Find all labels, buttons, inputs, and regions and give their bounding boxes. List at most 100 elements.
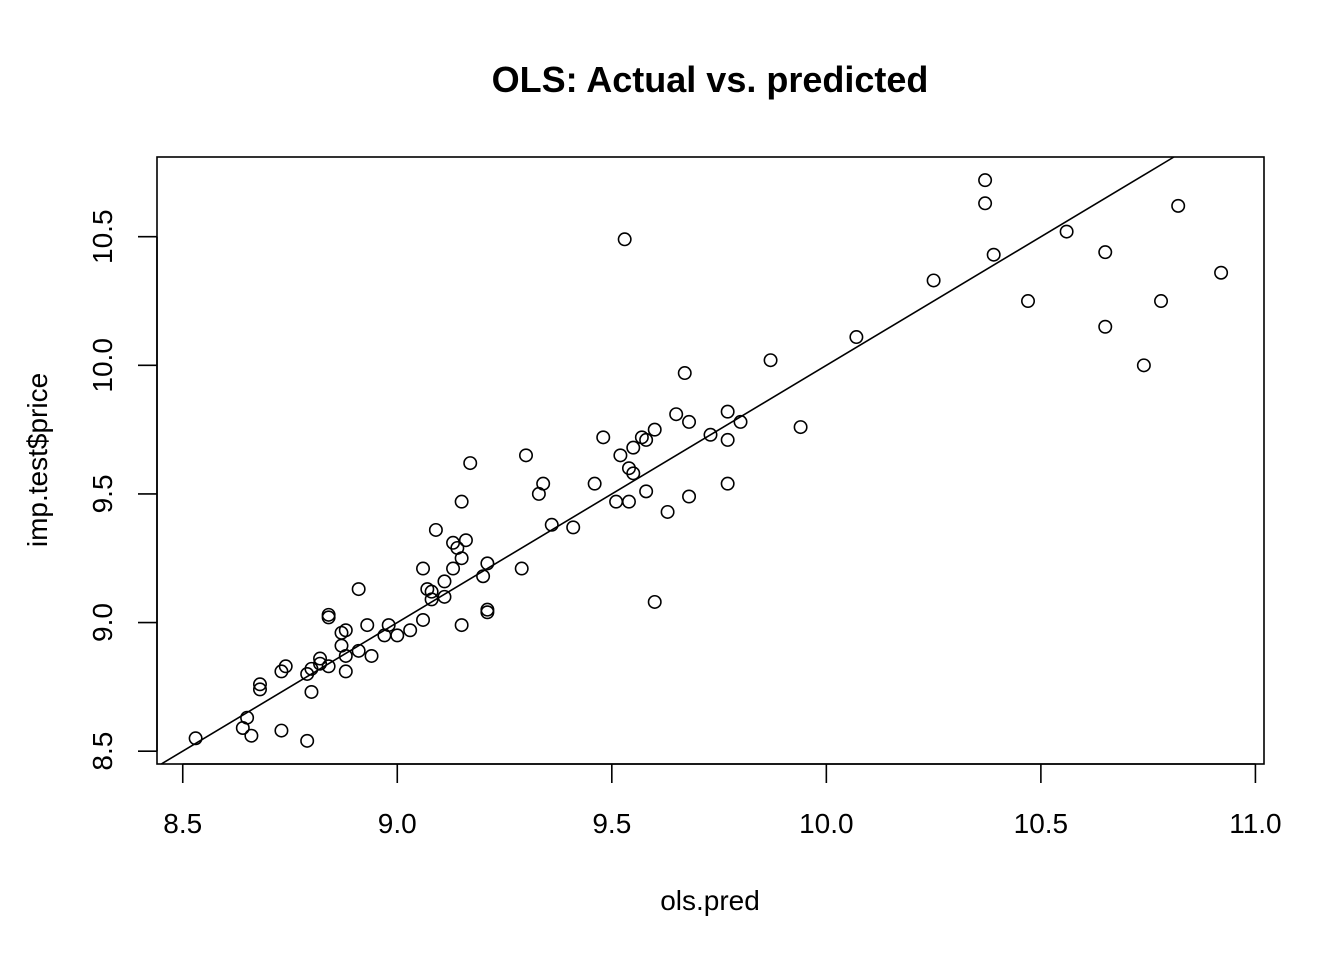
x-tick-label: 9.5 xyxy=(592,808,631,839)
data-point xyxy=(416,561,431,576)
x-tick-label: 10.5 xyxy=(1014,808,1069,839)
data-point xyxy=(596,430,611,445)
data-point xyxy=(188,731,203,746)
data-point xyxy=(1136,358,1151,373)
data-point xyxy=(703,427,718,442)
data-point xyxy=(682,414,697,429)
data-point xyxy=(566,520,581,535)
y-axis: 8.5 9.0 9.5 10.0 10.5 xyxy=(87,209,158,771)
y-tick-label: 8.5 xyxy=(87,732,118,771)
data-point xyxy=(677,366,692,381)
data-point xyxy=(437,574,452,589)
data-point xyxy=(381,618,396,633)
data-point xyxy=(274,723,289,738)
data-point xyxy=(476,569,491,584)
x-tick-label: 11.0 xyxy=(1229,808,1281,839)
data-point xyxy=(321,659,336,674)
data-point xyxy=(720,432,735,447)
data-point xyxy=(304,684,319,699)
data-point xyxy=(720,476,735,491)
data-point xyxy=(1059,224,1074,239)
data-point xyxy=(338,664,353,679)
data-point xyxy=(252,677,267,692)
data-point xyxy=(351,643,366,658)
data-point xyxy=(278,659,293,674)
data-point xyxy=(986,247,1001,262)
data-point xyxy=(669,407,684,422)
data-point xyxy=(626,440,641,455)
data-point xyxy=(621,494,636,509)
data-point xyxy=(338,648,353,663)
data-point xyxy=(647,594,662,609)
y-tick-label: 10.0 xyxy=(87,338,118,393)
data-point xyxy=(480,602,495,617)
data-point xyxy=(1214,265,1229,280)
data-point xyxy=(424,584,439,599)
data-point xyxy=(428,522,443,537)
data-point xyxy=(480,556,495,571)
data-point xyxy=(926,273,941,288)
data-point xyxy=(978,173,993,188)
data-point xyxy=(424,592,439,607)
x-tick-label: 10.0 xyxy=(799,808,854,839)
x-axis: 8.5 9.0 9.5 10.0 10.5 11.0 xyxy=(163,763,1282,839)
data-points xyxy=(188,173,1229,748)
data-point xyxy=(682,489,697,504)
data-point xyxy=(617,232,632,247)
data-point xyxy=(463,456,478,471)
data-point xyxy=(244,728,259,743)
data-point xyxy=(458,533,473,548)
data-point xyxy=(1021,294,1036,309)
data-point xyxy=(403,623,418,638)
y-tick-label: 10.5 xyxy=(87,209,118,263)
data-point xyxy=(660,504,675,519)
data-point xyxy=(437,589,452,604)
data-point xyxy=(360,618,375,633)
data-point xyxy=(978,196,993,211)
data-point xyxy=(364,648,379,663)
x-axis-label: ols.pred xyxy=(660,885,760,916)
reference-line xyxy=(160,156,1175,765)
x-tick-label: 8.5 xyxy=(163,808,202,839)
chart-title: OLS: Actual vs. predicted xyxy=(492,59,929,100)
data-point xyxy=(454,551,469,566)
data-point xyxy=(793,420,808,435)
data-point xyxy=(454,618,469,633)
data-point xyxy=(849,330,864,345)
data-point xyxy=(536,476,551,491)
data-point xyxy=(613,448,628,463)
data-point xyxy=(446,561,461,576)
data-point xyxy=(1171,198,1186,213)
data-point xyxy=(1154,294,1169,309)
data-point xyxy=(252,682,267,697)
data-point xyxy=(1098,319,1113,334)
data-point xyxy=(351,582,366,597)
data-point xyxy=(313,651,328,666)
data-point xyxy=(544,517,559,532)
y-axis-label: imp.test$price xyxy=(22,373,53,547)
data-point xyxy=(763,353,778,368)
data-point xyxy=(321,610,336,625)
data-point xyxy=(390,628,405,643)
data-point xyxy=(416,612,431,627)
y-tick-label: 9.0 xyxy=(87,603,118,642)
data-point xyxy=(639,432,654,447)
data-point xyxy=(733,414,748,429)
y-tick-label: 9.5 xyxy=(87,474,118,513)
data-point xyxy=(518,448,533,463)
data-point xyxy=(240,710,255,725)
data-point xyxy=(587,476,602,491)
data-point xyxy=(1098,245,1113,260)
data-point xyxy=(609,494,624,509)
data-point xyxy=(338,623,353,638)
data-point xyxy=(639,484,654,499)
data-point xyxy=(300,733,315,748)
reference-line-layer xyxy=(160,156,1175,765)
x-tick-label: 9.0 xyxy=(378,808,417,839)
data-point xyxy=(454,494,469,509)
data-point xyxy=(647,422,662,437)
plot-frame xyxy=(156,156,1265,765)
data-point xyxy=(313,656,328,671)
data-point xyxy=(514,561,529,576)
